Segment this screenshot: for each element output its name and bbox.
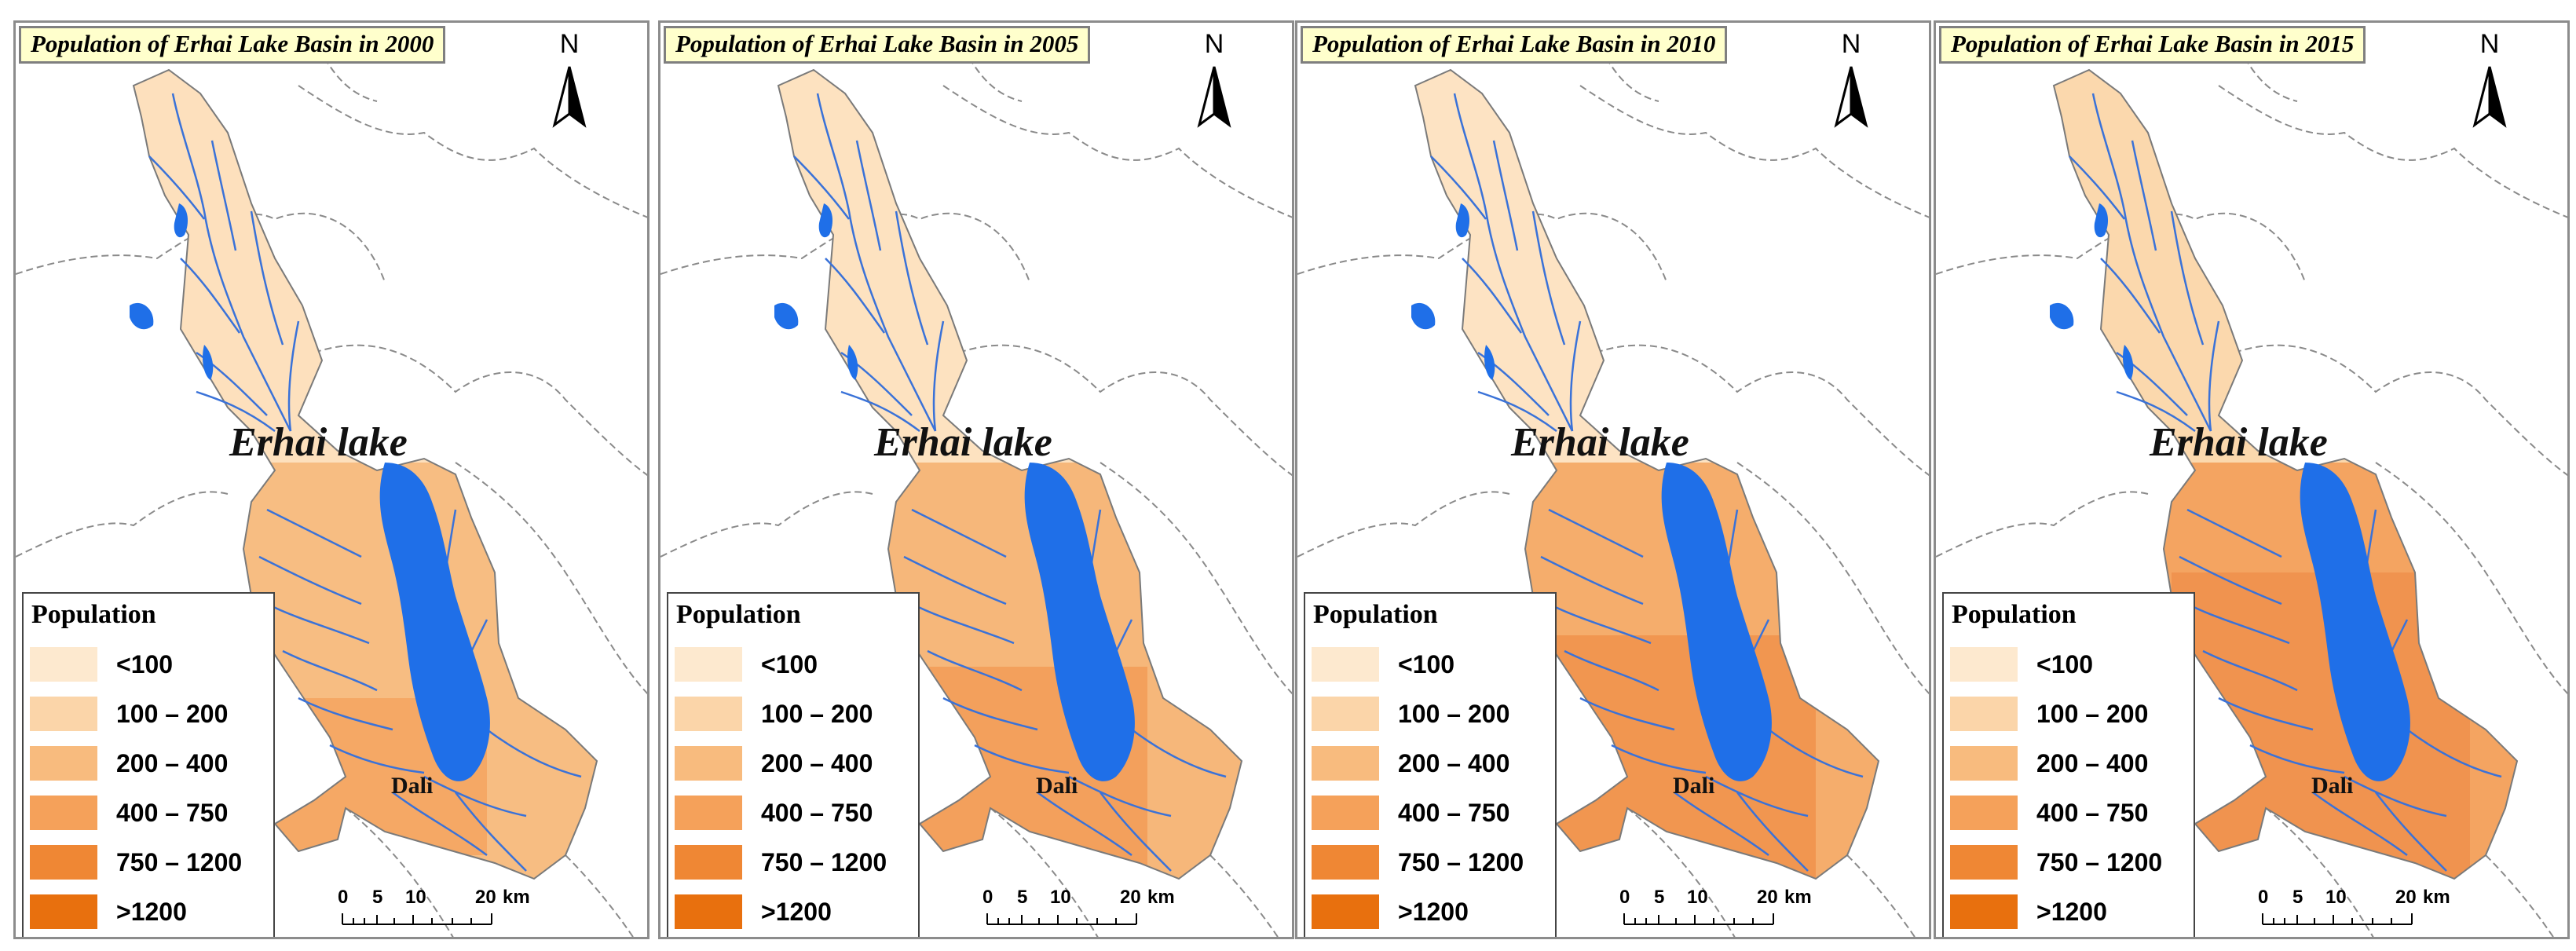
legend-item: 200 – 400 [1950, 746, 2186, 781]
legend-item: >1200 [675, 894, 910, 929]
legend-item: 200 – 400 [675, 746, 910, 781]
map-panel-2000: Population of Erhai Lake Basin in 2000 N… [13, 20, 649, 939]
scale-bar: 0 5 10 20 km [1619, 887, 1812, 925]
legend-item: 750 – 1200 [675, 845, 910, 880]
map-title: Population of Erhai Lake Basin in 2000 [19, 26, 446, 64]
legend-swatch [30, 647, 97, 682]
legend-swatch [675, 796, 742, 830]
legend-swatch [1312, 894, 1379, 929]
legend-swatch [30, 845, 97, 880]
legend-swatch [1950, 647, 2018, 682]
legend-item: 100 – 200 [30, 697, 265, 731]
legend-item: 100 – 200 [1312, 697, 1547, 731]
legend-swatch [675, 647, 742, 682]
map-title: Population of Erhai Lake Basin in 2015 [1939, 26, 2366, 64]
legend-item: 400 – 750 [30, 796, 265, 830]
map-panel-2010: Population of Erhai Lake Basin in 2010 N… [1295, 20, 1931, 939]
legend-swatch [30, 796, 97, 830]
legend-swatch [1950, 894, 2018, 929]
legend-swatch [30, 894, 97, 929]
map-title: Population of Erhai Lake Basin in 2005 [664, 26, 1091, 64]
legend-title: Population [676, 600, 801, 629]
city-label: Dali [2311, 773, 2354, 799]
legend-item: 400 – 750 [1312, 796, 1547, 830]
legend-swatch [1950, 796, 2018, 830]
legend-item: <100 [1312, 647, 1547, 682]
legend-swatch [30, 746, 97, 781]
legend-swatch [675, 845, 742, 880]
legend-swatch [1312, 647, 1379, 682]
legend-swatch [1312, 746, 1379, 781]
legend-swatch [1950, 697, 2018, 731]
legend-item: <100 [675, 647, 910, 682]
legend-item: 400 – 750 [1950, 796, 2186, 830]
legend-item: 200 – 400 [1312, 746, 1547, 781]
legend-item: 750 – 1200 [1950, 845, 2186, 880]
legend-item: >1200 [1950, 894, 2186, 929]
legend-swatch [1312, 697, 1379, 731]
legend-item: 100 – 200 [675, 697, 910, 731]
scale-bar: 0 5 10 20 km [2258, 887, 2450, 925]
city-label: Dali [391, 773, 434, 799]
legend-swatch [675, 894, 742, 929]
lake-label: Erhai lake [2150, 420, 2328, 465]
legend-swatch [1950, 845, 2018, 880]
lake-label: Erhai lake [874, 420, 1052, 465]
map-panel-2015: Population of Erhai Lake Basin in 2015 N… [1934, 20, 2570, 939]
legend-item: <100 [1950, 647, 2186, 682]
legend-item: <100 [30, 647, 265, 682]
legend-item: 400 – 750 [675, 796, 910, 830]
legend-swatch [1950, 746, 2018, 781]
legend-swatch [30, 697, 97, 731]
legend-title: Population [1313, 600, 1438, 629]
legend: Population <100 100 – 200 200 – 400 400 … [1304, 592, 1557, 937]
legend-item: 750 – 1200 [1312, 845, 1547, 880]
legend: Population <100 100 – 200 200 – 400 400 … [1942, 592, 2195, 937]
legend: Population <100 100 – 200 200 – 400 400 … [667, 592, 920, 937]
legend-swatch [675, 746, 742, 781]
legend-item: >1200 [30, 894, 265, 929]
map-panel-2005: Population of Erhai Lake Basin in 2005 N… [658, 20, 1294, 939]
legend: Population <100 100 – 200 200 – 400 400 … [22, 592, 275, 937]
legend-swatch [1312, 796, 1379, 830]
map-title: Population of Erhai Lake Basin in 2010 [1301, 26, 1728, 64]
legend-title: Population [1952, 600, 2077, 629]
scale-bar: 0 5 10 20 km [982, 887, 1175, 925]
scale-bar: 0 5 10 20 km [338, 887, 530, 925]
lake-label: Erhai lake [229, 420, 408, 465]
legend-swatch [675, 697, 742, 731]
legend-item: 750 – 1200 [30, 845, 265, 880]
north-arrow-icon: N [1187, 29, 1242, 131]
city-label: Dali [1036, 773, 1078, 799]
legend-item: 200 – 400 [30, 746, 265, 781]
lake-label: Erhai lake [1511, 420, 1689, 465]
north-arrow-icon: N [2462, 29, 2517, 131]
legend-swatch [1312, 845, 1379, 880]
north-arrow-icon: N [1824, 29, 1879, 131]
legend-item: >1200 [1312, 894, 1547, 929]
legend-title: Population [31, 600, 156, 629]
legend-item: 100 – 200 [1950, 697, 2186, 731]
north-arrow-icon: N [542, 29, 597, 131]
city-label: Dali [1673, 773, 1715, 799]
